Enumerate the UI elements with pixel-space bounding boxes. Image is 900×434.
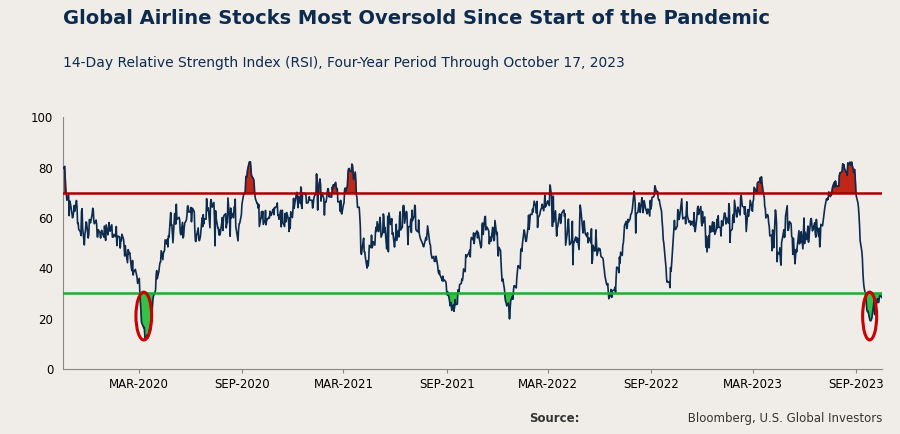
Text: 14-Day Relative Strength Index (RSI), Four-Year Period Through October 17, 2023: 14-Day Relative Strength Index (RSI), Fo… xyxy=(63,56,625,70)
Text: Bloomberg, U.S. Global Investors: Bloomberg, U.S. Global Investors xyxy=(684,412,882,425)
Text: Global Airline Stocks Most Oversold Since Start of the Pandemic: Global Airline Stocks Most Oversold Sinc… xyxy=(63,9,770,28)
Text: Source:: Source: xyxy=(529,412,580,425)
